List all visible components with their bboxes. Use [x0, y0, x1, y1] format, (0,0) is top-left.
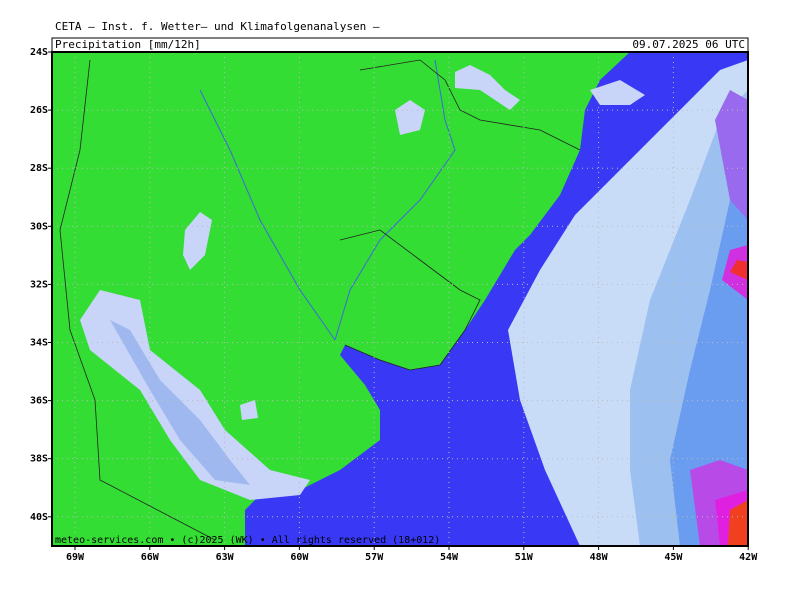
- lon-label: 57W: [365, 552, 384, 563]
- lat-label: 30S: [30, 221, 48, 232]
- precip-red: [728, 500, 748, 546]
- lon-label: 63W: [216, 552, 235, 563]
- product-label: Precipitation [mm/12h]: [55, 38, 201, 51]
- precip-strong: [670, 150, 748, 546]
- valid-time: 09.07.2025 06 UTC: [632, 38, 745, 51]
- lat-label: 28S: [30, 163, 48, 174]
- header-title: CETA — Inst. f. Wetter— und Klimafolgena…: [55, 20, 380, 33]
- lon-label: 48W: [590, 552, 609, 563]
- border: [339, 229, 481, 371]
- map-area: [52, 52, 748, 546]
- precip-patch: [395, 100, 425, 135]
- lat-label: 36S: [30, 396, 48, 407]
- lon-label: 54W: [440, 552, 459, 563]
- precip-purple-top: [715, 90, 748, 220]
- river: [199, 89, 336, 341]
- precip-patch: [183, 212, 212, 270]
- lon-label: 45W: [664, 552, 683, 563]
- lat-label: 40S: [30, 512, 48, 523]
- precip-patch: [590, 80, 645, 105]
- lon-label: 42W: [739, 552, 758, 563]
- lon-label: 51W: [515, 552, 534, 563]
- lat-label: 24S: [30, 47, 48, 58]
- map-frame: [51, 51, 749, 547]
- footer: meteo-services.com • (c)2025 (WK) • All …: [55, 535, 440, 546]
- lon-label: 69W: [66, 552, 85, 563]
- precip-land-band-core: [110, 320, 250, 485]
- river: [334, 59, 456, 341]
- lon-label: 60W: [290, 552, 309, 563]
- lon-label: 66W: [141, 552, 160, 563]
- precip-red-north: [730, 260, 748, 280]
- border: [59, 59, 216, 541]
- lat-label: 32S: [30, 279, 48, 290]
- lat-label: 34S: [30, 338, 48, 349]
- precip-patch: [455, 65, 520, 110]
- lat-label: 38S: [30, 454, 48, 465]
- precip-patch: [240, 400, 258, 420]
- lat-label: 26S: [30, 105, 48, 116]
- graticule: [52, 52, 748, 546]
- border: [359, 59, 581, 151]
